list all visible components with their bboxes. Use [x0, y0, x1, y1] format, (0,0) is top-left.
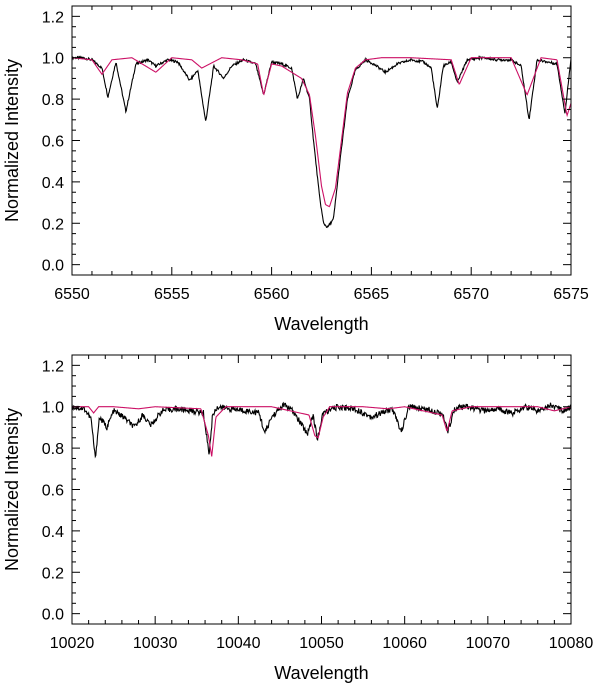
- x-tick-label: 6560: [254, 286, 290, 303]
- y-tick-label: 0.8: [42, 441, 64, 458]
- series-line-model: [72, 406, 571, 457]
- series-line-model: [72, 57, 571, 208]
- x-tick-label: 10050: [299, 635, 344, 652]
- x-tick-label: 10040: [216, 635, 261, 652]
- x-tick-label: 6570: [453, 286, 489, 303]
- y-tick-label: 1.2: [42, 9, 64, 26]
- y-axis-title: Normalized Intensity: [2, 59, 22, 222]
- y-tick-label: 0.0: [42, 607, 64, 624]
- chart-panel-1: 6550 6555 6560 6565 6570 6575 0.0 0.2 0.4 0.6 0.8 1…: [2, 5, 589, 334]
- y-tick-label: 0.4: [42, 524, 64, 541]
- y-tick-label: 0.4: [42, 175, 64, 192]
- x-tick-label: 10060: [382, 635, 427, 652]
- y-tick-label: 0.2: [42, 216, 64, 233]
- y-tick-label: 0.2: [42, 565, 64, 582]
- x-tick-label: 6555: [154, 286, 190, 303]
- x-tick-label: 10070: [466, 635, 511, 652]
- y-tick-label: 0.6: [42, 134, 64, 151]
- y-tick-label: 1.0: [42, 400, 64, 417]
- series-line-observed: [72, 55, 571, 229]
- x-tick-label: 6550: [54, 286, 90, 303]
- x-tick-label: 10080: [549, 635, 594, 652]
- x-tick-label: 10020: [50, 635, 95, 652]
- series-line-observed: [72, 401, 571, 459]
- y-tick-label: 1.2: [42, 358, 64, 375]
- y-tick-label: 0.0: [42, 258, 64, 275]
- plot-frame: [71, 354, 572, 625]
- x-axis-title: Wavelength: [274, 663, 368, 683]
- x-tick-label: 6565: [354, 286, 390, 303]
- y-axis-title: Normalized Intensity: [2, 408, 22, 571]
- y-tick-label: 1.0: [42, 51, 64, 68]
- x-tick-label: 10030: [133, 635, 178, 652]
- y-tick-label: 0.6: [42, 483, 64, 500]
- plot-frame: [71, 5, 572, 276]
- y-tick-label: 0.8: [42, 92, 64, 109]
- x-axis-title: Wavelength: [274, 314, 368, 334]
- chart-panel-2: 10020 10030 10040 10050 10060 10070 10080 0.0 0.…: [2, 354, 594, 683]
- x-tick-label: 6575: [553, 286, 589, 303]
